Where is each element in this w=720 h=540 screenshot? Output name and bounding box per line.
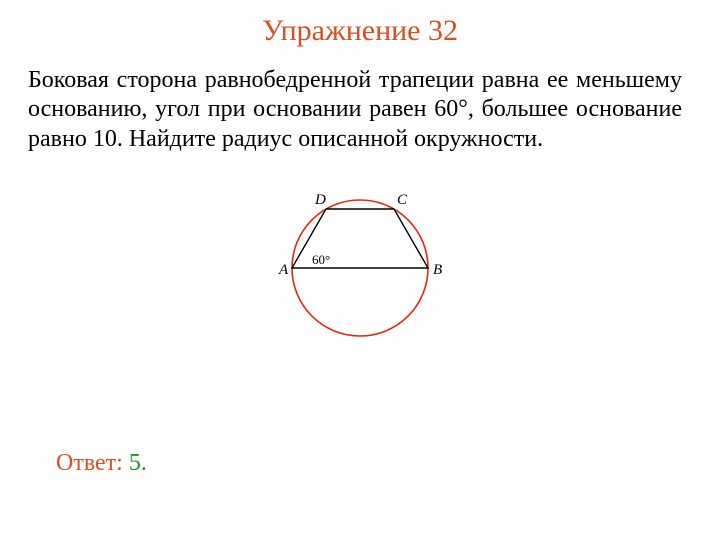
svg-text:C: C xyxy=(397,192,408,208)
problem-text: Боковая сторона равнобедренной трапеции … xyxy=(0,48,720,154)
answer-line: Ответ: 5. xyxy=(56,450,147,477)
svg-text:B: B xyxy=(433,262,442,278)
svg-text:D: D xyxy=(314,192,326,208)
answer-label: Ответ: xyxy=(56,450,129,476)
figure-container: 60° A B C D xyxy=(0,164,720,349)
svg-text:A: A xyxy=(278,262,289,278)
slide: Упражнение 32 Боковая сторона равнобедре… xyxy=(0,0,720,540)
answer-value: 5. xyxy=(129,450,147,476)
trapezoid-in-circle-diagram: 60° A B C D xyxy=(255,164,465,349)
exercise-title: Упражнение 32 xyxy=(0,0,720,48)
svg-text:60°: 60° xyxy=(312,252,330,267)
